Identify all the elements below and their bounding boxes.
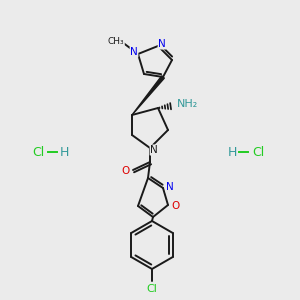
Text: O: O <box>122 166 130 176</box>
Text: N: N <box>158 39 166 49</box>
Text: NH₂: NH₂ <box>177 99 199 109</box>
Text: N: N <box>166 182 174 192</box>
Text: Cl: Cl <box>147 284 158 294</box>
Text: H: H <box>227 146 237 158</box>
Text: Cl: Cl <box>32 146 44 158</box>
Text: N: N <box>150 145 158 155</box>
Text: CH₃: CH₃ <box>108 37 124 46</box>
Text: O: O <box>172 201 180 211</box>
Polygon shape <box>132 76 164 115</box>
Text: Cl: Cl <box>252 146 264 158</box>
Text: N: N <box>130 47 138 57</box>
Text: H: H <box>59 146 69 158</box>
